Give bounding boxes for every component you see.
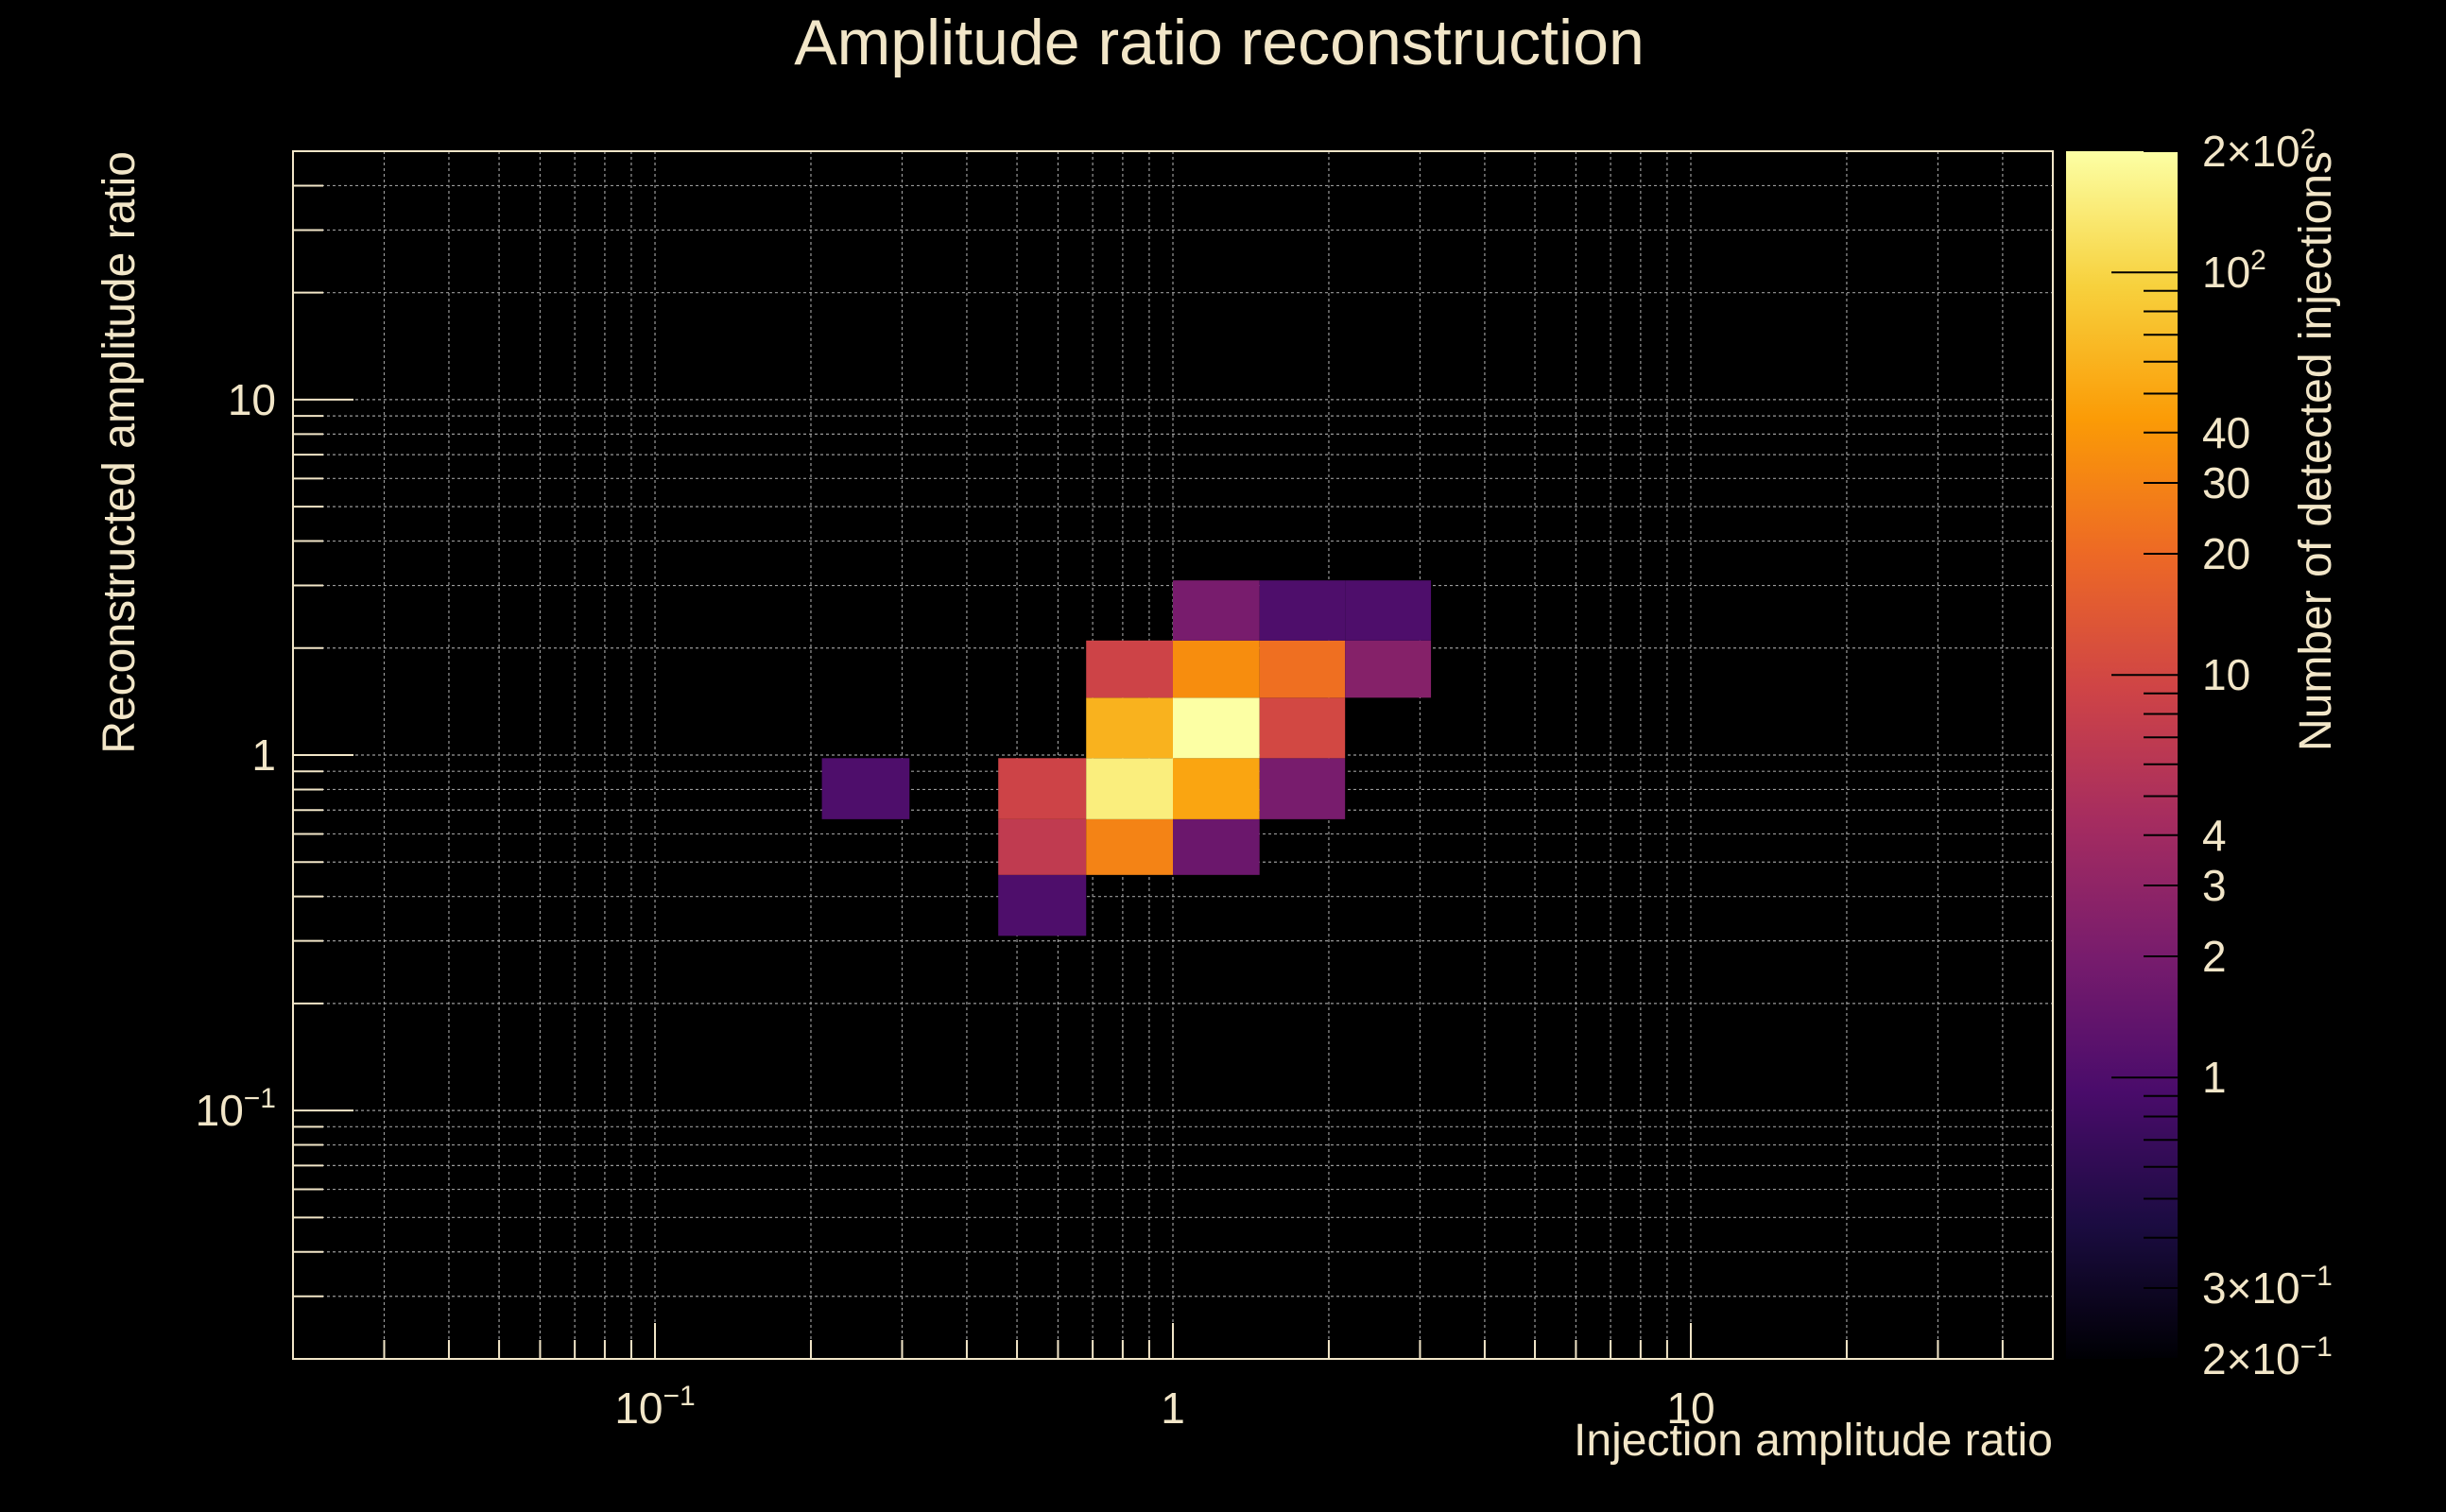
x-tick-labels: 10−1 1 10 (614, 1381, 1714, 1433)
colorbar-tick-label: 1 (2202, 1053, 2227, 1102)
colorbar (2066, 151, 2178, 1359)
heatmap-cells (821, 580, 1432, 936)
heatmap-cell (1173, 758, 1260, 819)
heatmap-cell (1345, 580, 1432, 641)
colorbar-tick-label: 40 (2202, 408, 2250, 457)
x-axis-label: Injection amplitude ratio (1574, 1416, 2053, 1466)
colorbar-tick-label: 4 (2202, 811, 2227, 860)
heatmap-cell (821, 758, 910, 819)
colorbar-tick-label: 20 (2202, 529, 2250, 578)
plot-frame (292, 150, 2054, 1360)
colorbar-tick-label: 10 (2202, 650, 2250, 699)
heatmap-cell (998, 758, 1087, 819)
heatmap-cell (1259, 697, 1346, 759)
colorbar-tick-label: 102 (2202, 245, 2266, 297)
heatmap-cell (998, 874, 1087, 936)
colorbar-tick-label: 30 (2202, 458, 2250, 507)
chart-title: Amplitude ratio reconstruction (794, 7, 1645, 78)
colorbar-label: Number of detected injections (2291, 151, 2341, 751)
colorbar-tick-label: 2×102 (2202, 124, 2316, 176)
y-tick-label: 10−1 (196, 1083, 276, 1135)
heatmap-cell (1259, 640, 1346, 698)
heatmap-cell (998, 818, 1087, 875)
heatmap-cell (1259, 758, 1346, 819)
x-tick-label: 10−1 (614, 1381, 695, 1433)
heatmap-cell (1173, 697, 1260, 759)
heatmap-cell (1173, 580, 1260, 641)
heatmap-cell (1173, 640, 1260, 698)
heatmap-cell (1173, 818, 1260, 875)
colorbar-tick-label: 2 (2202, 932, 2227, 981)
y-tick-labels: 10−1 1 10 (196, 375, 276, 1135)
y-axis-label: Reconstructed amplitude ratio (95, 151, 145, 754)
heatmap-cell (1345, 640, 1432, 698)
colorbar-tick-label: 3×10−1 (2202, 1261, 2333, 1313)
y-tick-label: 10 (228, 375, 276, 424)
colorbar-ticks (2111, 150, 2178, 1360)
colorbar-tick-label: 2×10−1 (2202, 1332, 2333, 1383)
x-tick-label: 10 (1666, 1383, 1714, 1433)
heatmap-cell (1086, 758, 1173, 819)
heatmap-cell (1086, 818, 1173, 875)
heatmap-cell (1259, 580, 1346, 641)
x-tick-label: 1 (1161, 1383, 1185, 1433)
colorbar-tick-label: 3 (2202, 861, 2227, 910)
y-tick-label: 1 (251, 730, 276, 780)
heatmap-cell (1086, 697, 1173, 759)
axis-ticks (292, 150, 2054, 1360)
heatmap-cell (1086, 640, 1173, 698)
